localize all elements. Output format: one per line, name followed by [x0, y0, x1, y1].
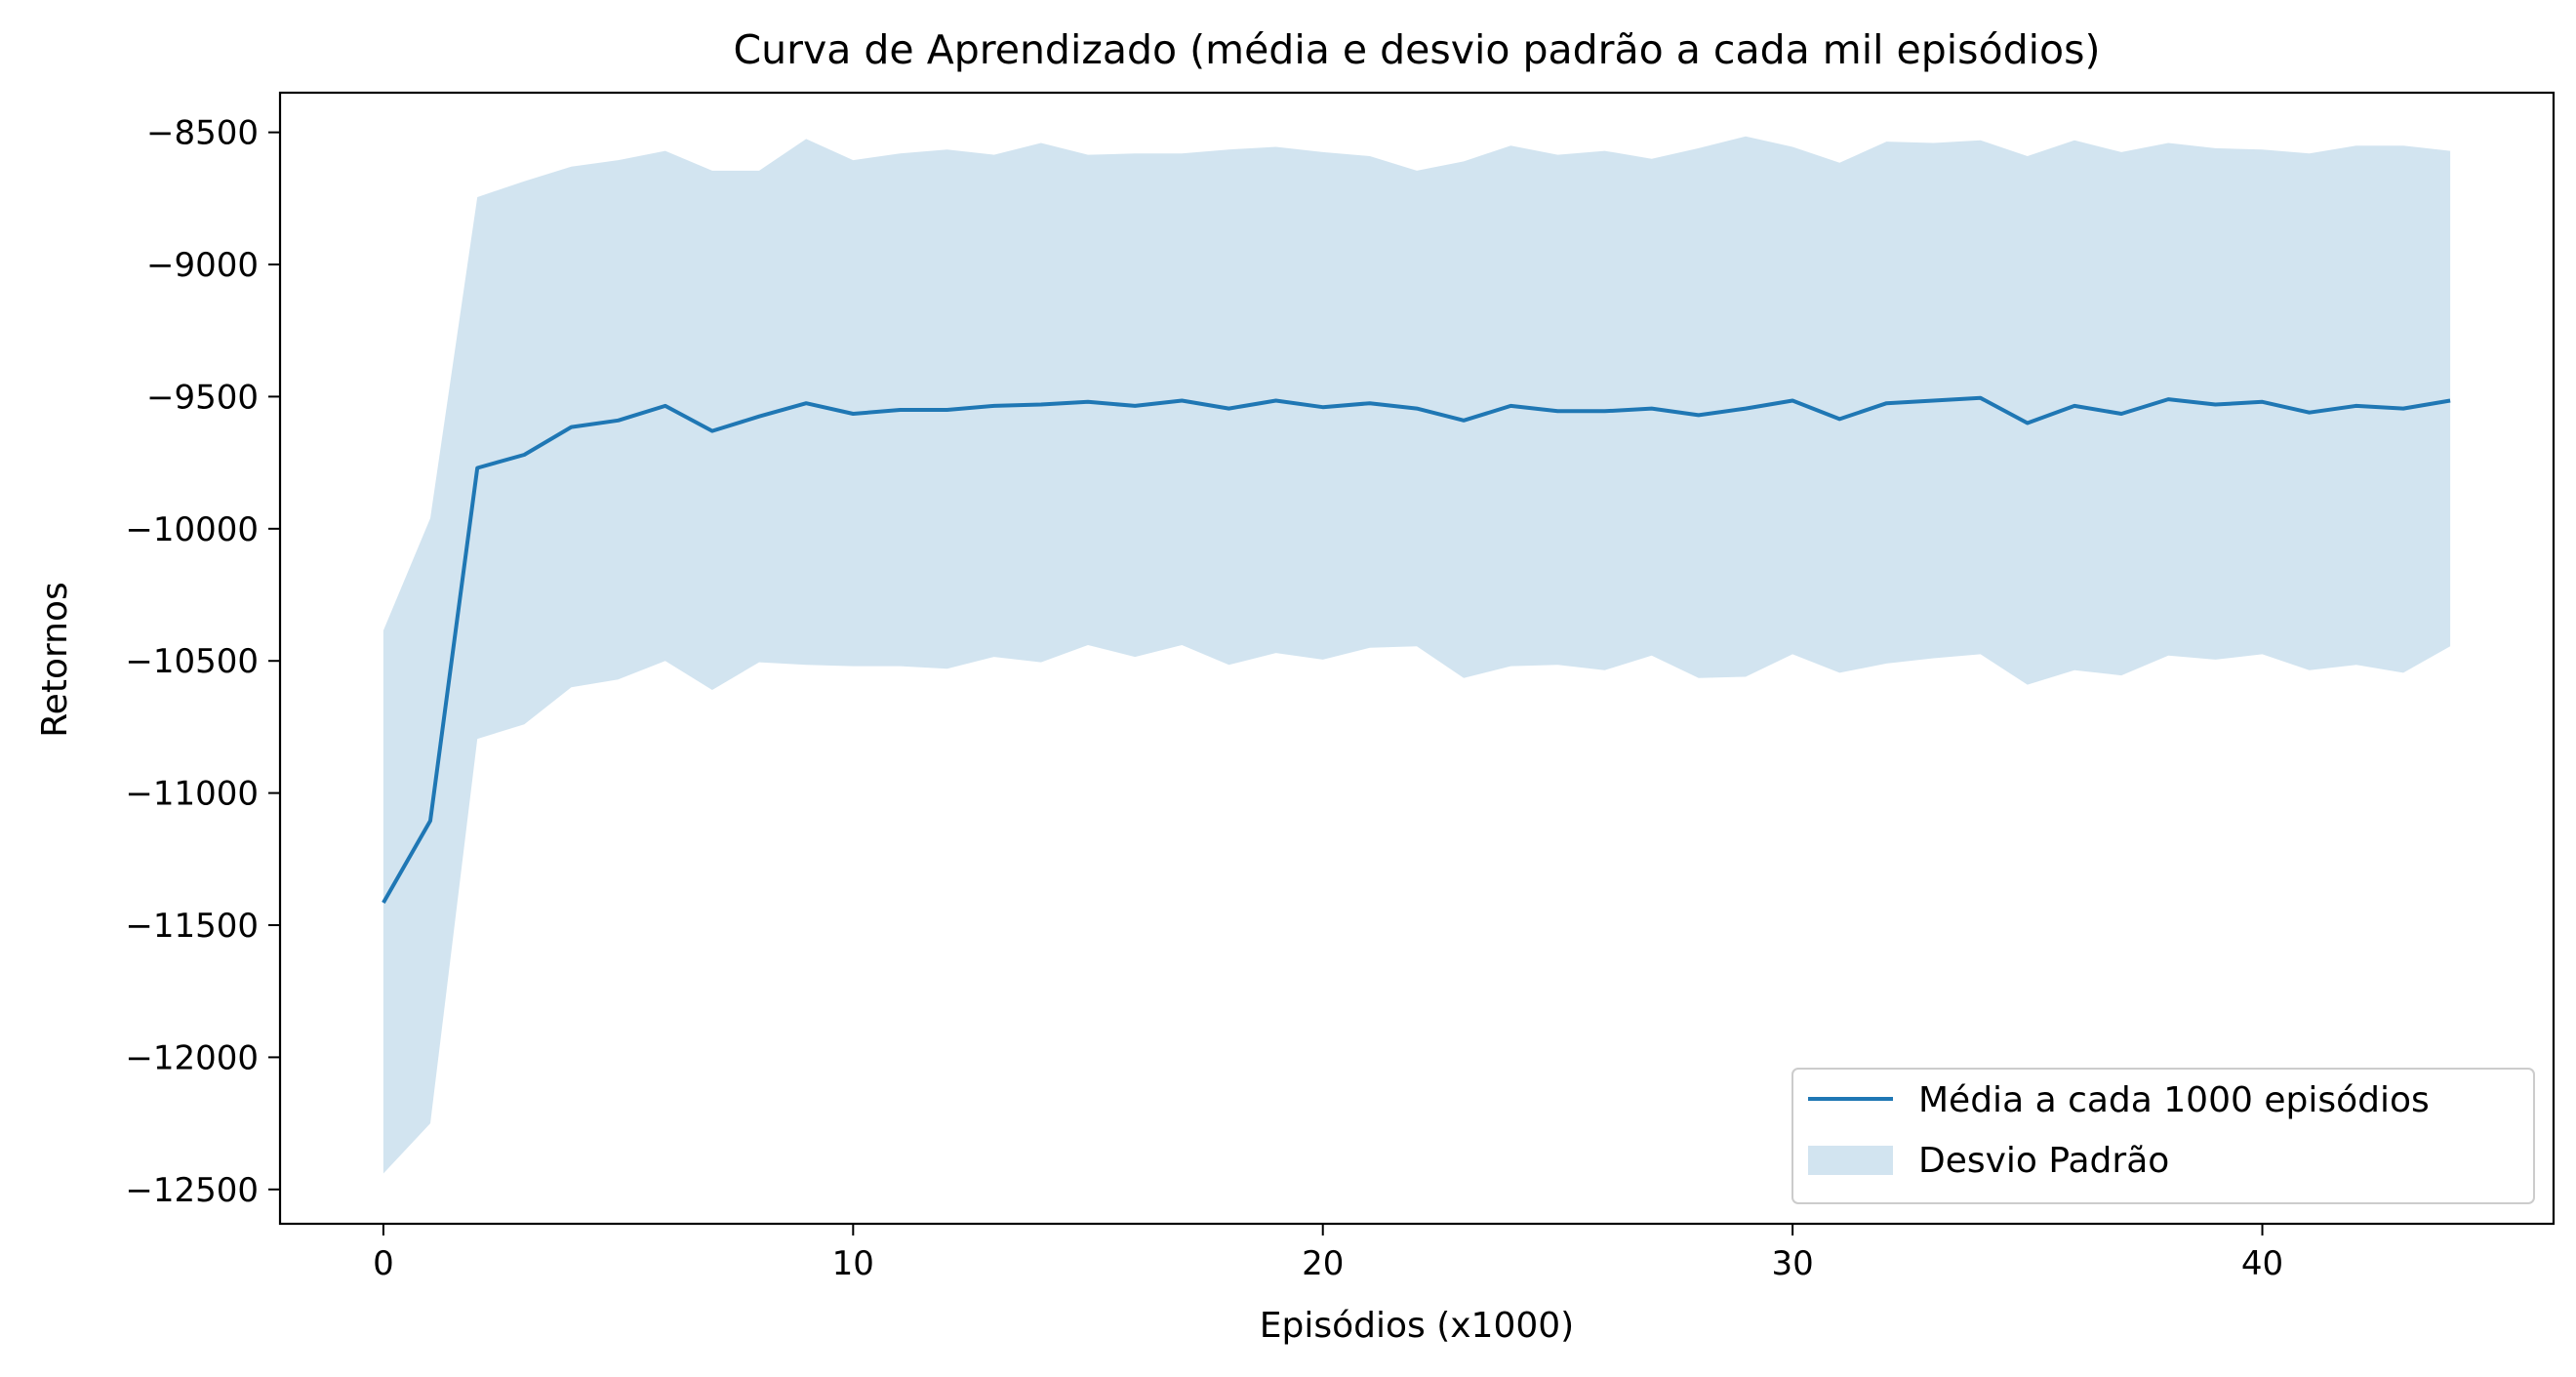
x-tick-label: 30	[1771, 1244, 1813, 1283]
x-tick-label: 0	[373, 1244, 394, 1283]
mean-line	[382, 395, 2451, 904]
y-tick-label: −11000	[125, 775, 259, 814]
x-axis-label: Episódios (x1000)	[1260, 1306, 1574, 1346]
y-tick-label: −8500	[146, 114, 259, 153]
std-band	[382, 136, 2451, 1174]
mean-line-layer	[382, 395, 2451, 904]
x-tick-label: 40	[2241, 1244, 2283, 1283]
y-axis-ticks: −8500 −9000 −9500 −10000 −10500 −11000 −11500 −…	[125, 114, 280, 1210]
x-tick-label: 20	[1302, 1244, 1344, 1283]
y-tick-label: −12000	[125, 1038, 259, 1077]
y-tick-label: −9500	[146, 378, 259, 417]
chart-title: Curva de Aprendizado (média e desvio pad…	[734, 26, 2101, 73]
y-tick-label: −10000	[125, 510, 259, 549]
legend-box	[1791, 1068, 2535, 1204]
x-tick-label: 10	[832, 1244, 874, 1283]
y-tick-label: −12500	[125, 1171, 259, 1210]
y-axis-label: Retornos	[35, 582, 75, 737]
std-band-layer	[382, 136, 2451, 1174]
y-tick-label: −11500	[125, 907, 259, 946]
plot-frame	[278, 91, 2556, 1226]
x-axis-ticks: 0 10 20 30 40	[373, 1224, 2283, 1283]
legend-label-mean: Média a cada 1000 episódios	[1918, 1080, 2430, 1120]
legend-band-swatch	[1808, 1146, 1893, 1175]
y-tick-label: −9000	[146, 246, 259, 285]
y-tick-label: −10500	[125, 642, 259, 681]
legend: Média a cada 1000 episódios Desvio Padrã…	[1791, 1068, 2535, 1204]
legend-label-std: Desvio Padrão	[1918, 1141, 2169, 1181]
